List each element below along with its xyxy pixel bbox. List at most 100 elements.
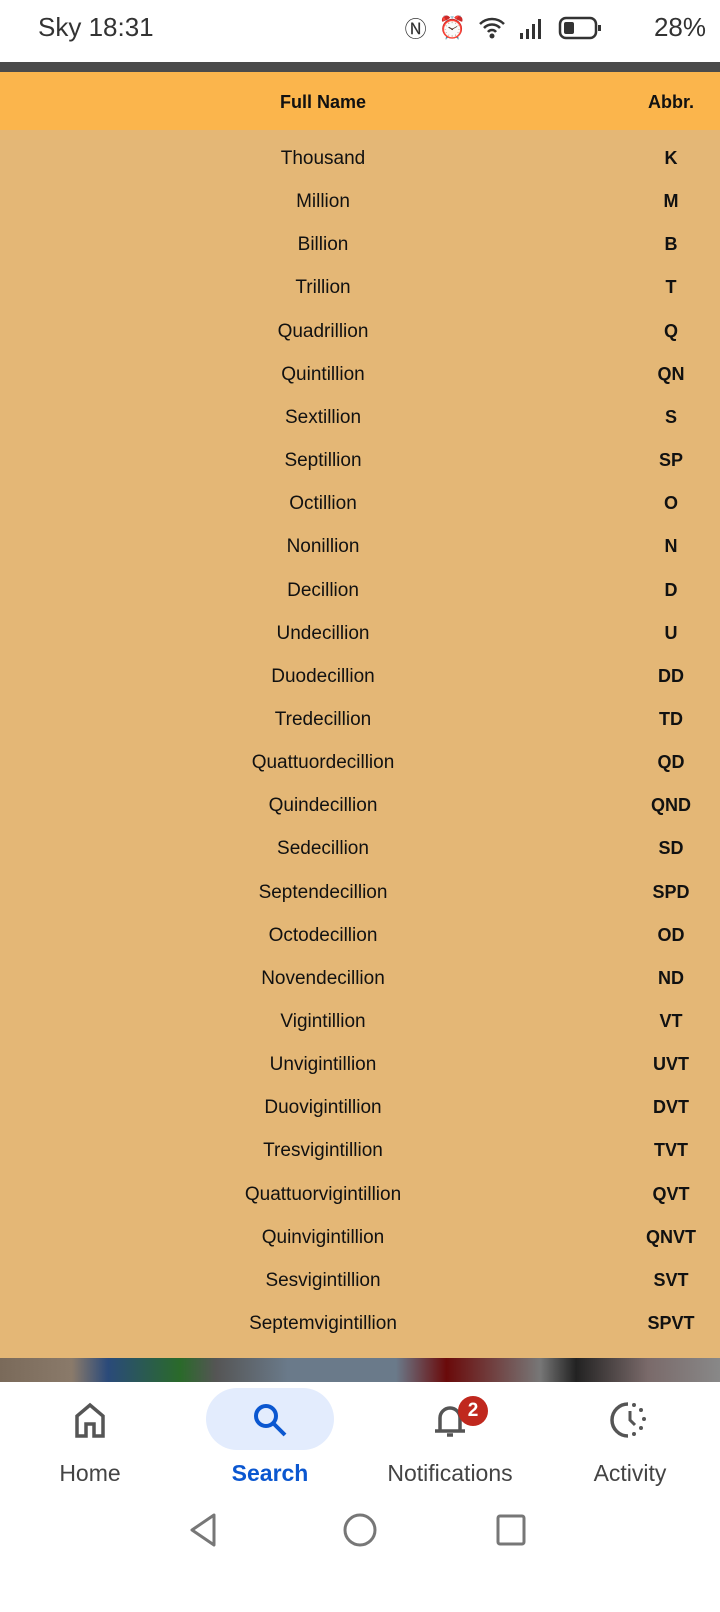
wifi-icon	[479, 17, 505, 39]
active-pill	[206, 1388, 334, 1450]
header-full-name: Full Name	[279, 92, 367, 112]
abbr-cell: TVT	[654, 1140, 688, 1161]
table-row: Novendecillion ND	[0, 968, 720, 998]
recents-icon[interactable]	[496, 1514, 526, 1546]
search-icon	[254, 1404, 287, 1437]
status-icons: Ⓝ ⏰	[405, 12, 602, 44]
table-row: Nonillion N	[0, 536, 720, 566]
status-bar: Sky 18:31 Ⓝ ⏰ 28%	[0, 0, 720, 62]
notification-badge: 2	[458, 1396, 488, 1426]
table-row: Quindecillion QND	[0, 795, 720, 825]
table-row: Duovigintillion DVT	[0, 1097, 720, 1127]
abbr-cell: SD	[658, 838, 684, 859]
full-name-cell: Duodecillion	[271, 665, 375, 687]
table-row: Duodecillion DD	[0, 666, 720, 696]
full-name-cell: Quadrillion	[277, 320, 369, 342]
abbr-cell: QD	[657, 752, 685, 773]
full-name-cell: Nonillion	[286, 536, 360, 558]
abbr-cell: QND	[651, 795, 691, 816]
full-name-cell: Thousand	[280, 148, 366, 169]
full-name-cell: Trillion	[295, 277, 351, 299]
nav-search[interactable]: Search	[180, 1382, 360, 1502]
abbr-cell: QNVT	[645, 1226, 696, 1247]
table-row: Billion B	[0, 234, 720, 264]
full-name-cell: Quattuordecillion	[251, 752, 395, 774]
full-name-cell: Novendecillion	[261, 967, 385, 989]
abbr-cell: VT	[659, 1011, 683, 1031]
abbr-cell: B	[664, 234, 678, 255]
full-name-cell: Quintillion	[281, 363, 365, 385]
battery-icon	[558, 16, 601, 40]
table-row: Quintillion QN	[0, 364, 720, 394]
system-nav-bar	[0, 1502, 720, 1612]
abbr-cell: DVT	[653, 1097, 689, 1118]
table-row: Quinvigintillion QNVT	[0, 1227, 720, 1257]
home-button-icon[interactable]	[342, 1512, 378, 1548]
table-row: Undecillion U	[0, 623, 720, 653]
nav-label: Search	[231, 1460, 309, 1486]
nav-label: Activity	[593, 1460, 667, 1486]
table-row: Octodecillion OD	[0, 925, 720, 955]
full-name-cell: Octillion	[289, 493, 357, 515]
table-row: Million M	[0, 191, 720, 221]
abbr-cell: TD	[659, 708, 683, 729]
table-row: Septemvigintillion SPVT	[0, 1313, 720, 1343]
table-row: Trillion T	[0, 277, 720, 307]
full-name-cell: Septillion	[284, 450, 362, 472]
table-row: Thousand K	[0, 148, 720, 178]
nav-label: Home	[59, 1460, 121, 1486]
signal-icon	[520, 19, 541, 39]
battery-percent: 28%	[653, 12, 706, 42]
table-row: Quadrillion Q	[0, 321, 720, 351]
table-row: Tresvigintillion TVT	[0, 1140, 720, 1170]
table-row: Quattuordecillion QD	[0, 752, 720, 782]
nav-activity[interactable]: Activity	[540, 1382, 720, 1502]
nfc-icon: Ⓝ	[404, 17, 427, 42]
full-name-cell: Octodecillion	[268, 924, 378, 946]
back-icon[interactable]	[188, 1512, 218, 1548]
full-name-cell: Duovigintillion	[264, 1097, 382, 1119]
abbr-cell: SPVT	[647, 1313, 695, 1334]
table-header: Full Name Abbr.	[0, 72, 720, 130]
abbr-cell: M	[663, 191, 679, 212]
full-name-cell: Quattuorvigintillion	[244, 1183, 402, 1205]
abbr-cell: QVT	[652, 1183, 690, 1204]
abbr-cell: D	[664, 579, 678, 600]
full-name-cell: Quinvigintillion	[261, 1226, 385, 1248]
table-row: Sesvigintillion SVT	[0, 1270, 720, 1300]
abbr-cell: N	[664, 536, 678, 557]
background-content	[0, 1358, 720, 1382]
abbr-cell: K	[664, 148, 678, 168]
abbr-cell: T	[665, 277, 677, 298]
abbr-cell: UVT	[653, 1054, 689, 1075]
full-name-cell: Vigintillion	[280, 1011, 366, 1032]
abbreviation-table: Thousand K Million M Billion B Trillion T Quadri…	[0, 130, 720, 1358]
full-name-cell: Undecillion	[276, 622, 370, 644]
header-abbr: Abbr.	[647, 92, 694, 112]
table-row: Octillion O	[0, 493, 720, 523]
full-name-cell: Tredecillion	[274, 708, 372, 730]
table-row: Quattuorvigintillion QVT	[0, 1184, 720, 1214]
nav-home[interactable]: Home	[0, 1382, 180, 1502]
abbr-cell: OD	[657, 924, 685, 945]
table-row: Vigintillion VT	[0, 1011, 720, 1041]
abbr-cell: SPD	[652, 881, 690, 902]
abbr-cell: S	[664, 406, 677, 427]
activity-icon	[610, 1402, 646, 1438]
full-name-cell: Sesvigintillion	[265, 1269, 381, 1291]
full-name-cell: Quindecillion	[268, 795, 378, 817]
table-row: Septendecillion SPD	[0, 882, 720, 912]
abbr-cell: Q	[663, 320, 678, 341]
full-name-cell: Sextillion	[284, 406, 362, 428]
app-bar-strip	[0, 62, 720, 72]
table-row: Unvigintillion UVT	[0, 1054, 720, 1084]
abbr-cell: O	[663, 493, 678, 514]
table-row: Sextillion S	[0, 407, 720, 437]
full-name-cell: Septendecillion	[258, 881, 388, 903]
alarm-icon: ⏰	[438, 15, 466, 40]
nav-label: Notifications	[387, 1460, 513, 1486]
table-row: Decillion D	[0, 580, 720, 610]
abbr-cell: QN	[657, 363, 685, 384]
nav-notifications[interactable]: 2 Notifications	[360, 1382, 540, 1502]
table-row: Septillion SP	[0, 450, 720, 480]
